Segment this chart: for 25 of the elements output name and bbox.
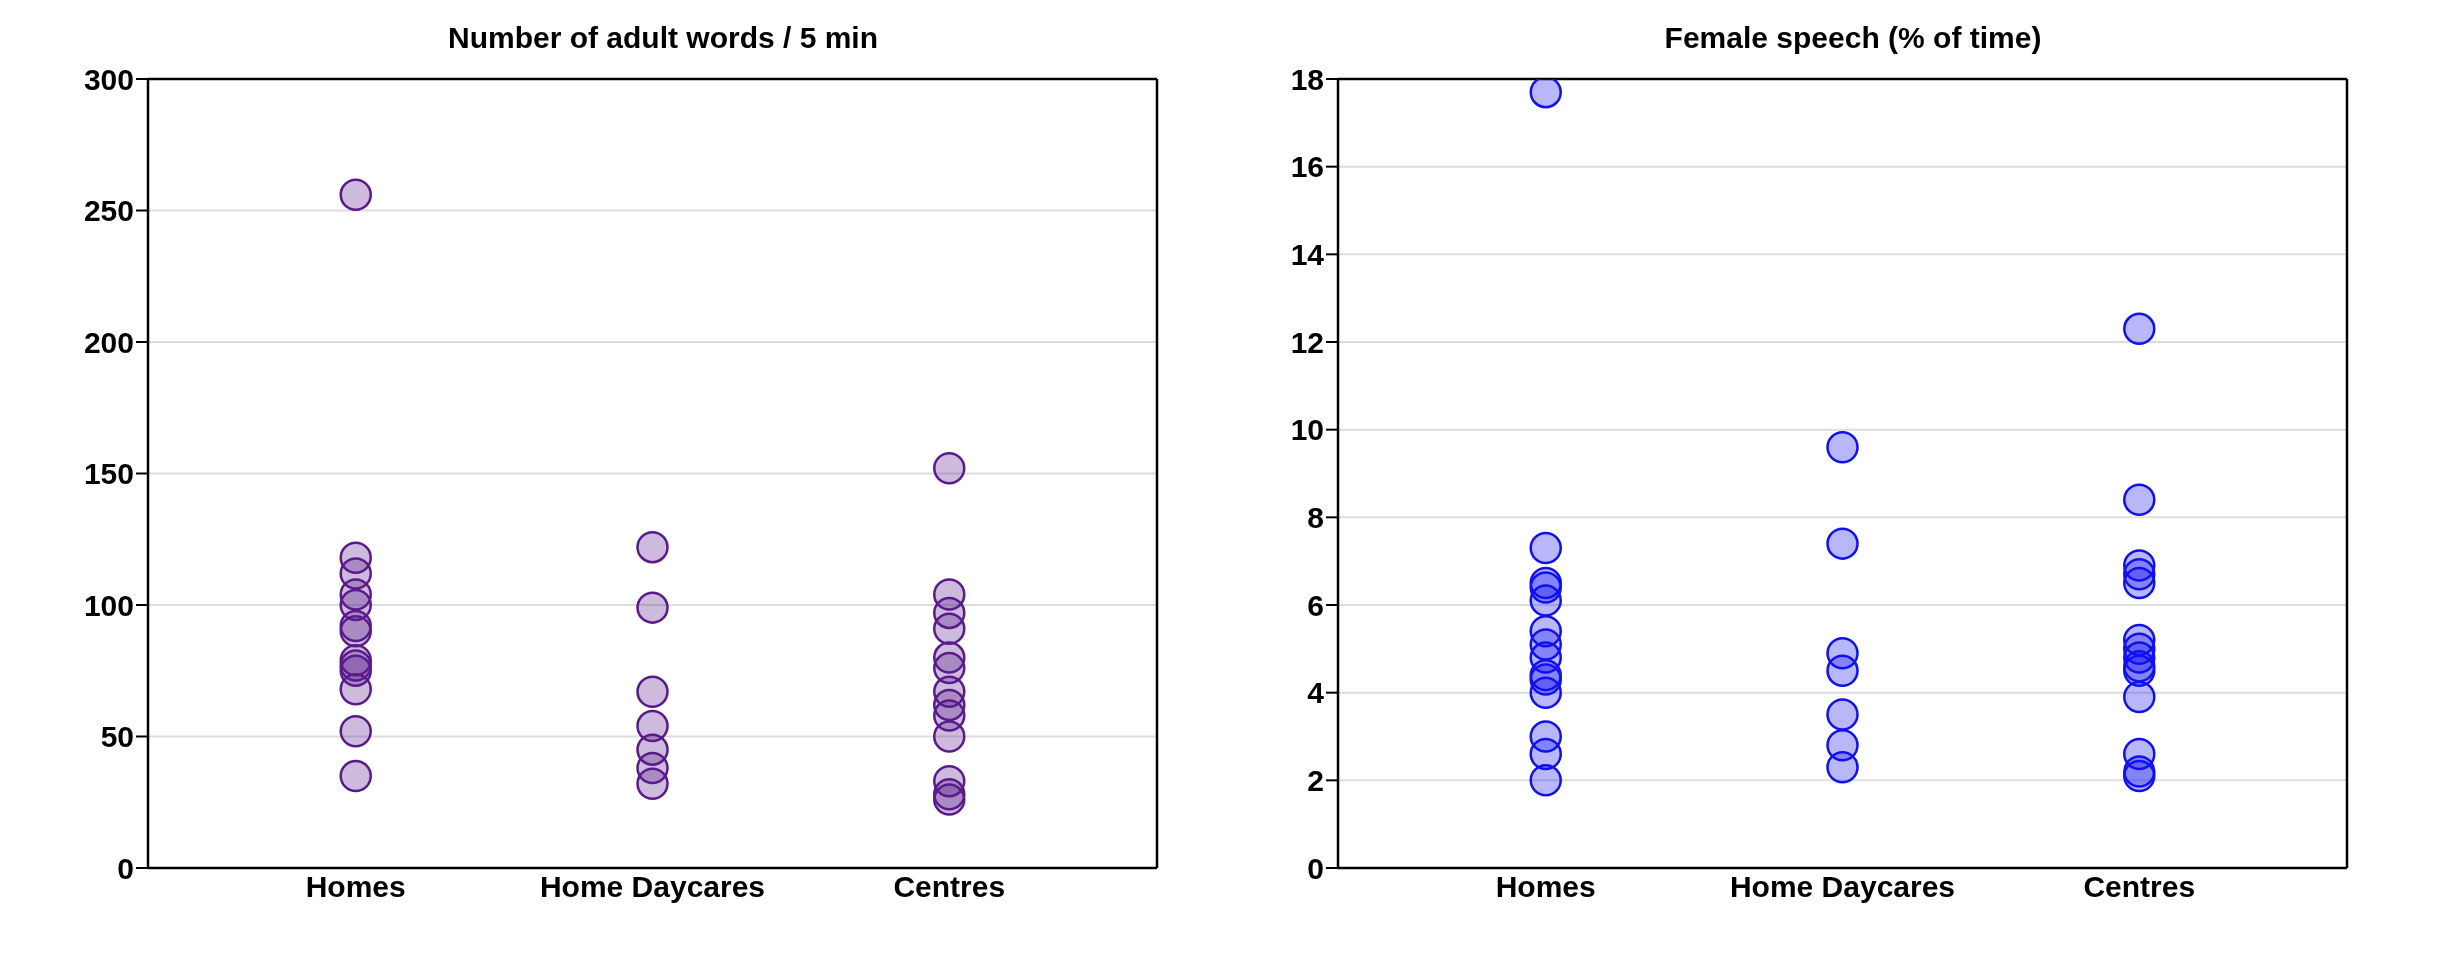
y-tick-label: 16 <box>1290 150 1324 184</box>
x-tick-label: Homes <box>1495 870 1596 904</box>
chart-title: Female speech (% of time) <box>1664 21 2042 54</box>
y-tick-label: 250 <box>83 194 134 228</box>
x-tick-label: Centres <box>893 870 1006 904</box>
y-tick-label: 300 <box>83 62 134 96</box>
x-tick-label: Homes <box>305 870 406 904</box>
chart-title: Number of adult words / 5 min <box>447 21 879 54</box>
y-tick-label: 50 <box>100 720 134 754</box>
y-tick-label: 10 <box>1290 413 1324 447</box>
y-tick-label: 4 <box>1307 676 1325 710</box>
y-tick-label: 6 <box>1307 588 1324 622</box>
y-tick-label: 12 <box>1290 325 1324 359</box>
y-tick-label: 0 <box>117 851 134 885</box>
x-tick-label: Home Daycares <box>539 870 766 904</box>
y-tick-label: 14 <box>1290 237 1325 271</box>
y-tick-label: 0 <box>1307 851 1324 885</box>
x-tick-label: Centres <box>2083 870 2196 904</box>
y-tick-label: 2 <box>1307 763 1324 797</box>
y-tick-label: 100 <box>83 588 134 622</box>
x-tick-label: Home Daycares <box>1729 870 1956 904</box>
y-tick-label: 18 <box>1290 62 1324 96</box>
y-tick-label: 8 <box>1307 500 1324 534</box>
y-tick-label: 150 <box>83 457 134 491</box>
y-tick-label: 200 <box>83 325 134 359</box>
